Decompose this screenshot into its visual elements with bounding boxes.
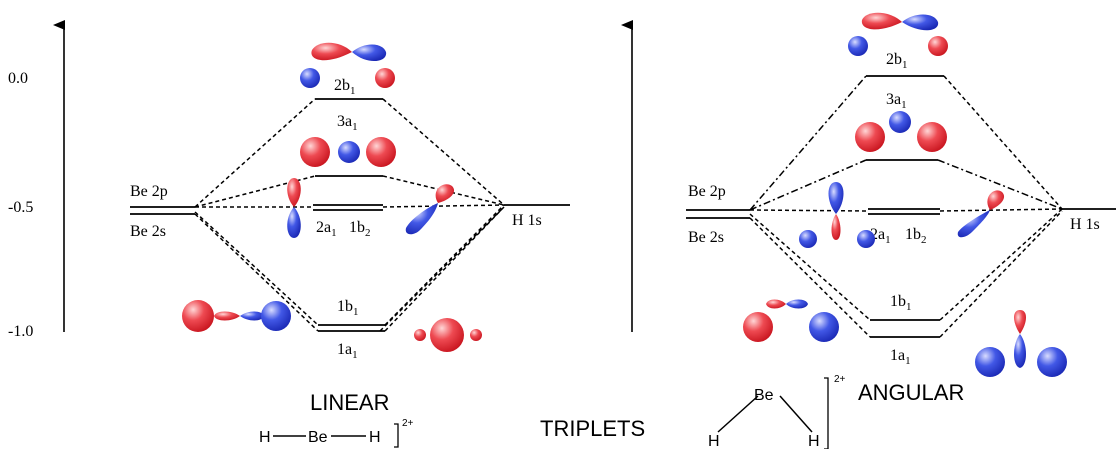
linear-mo-1b1-label: 1b1 (337, 298, 359, 318)
linear-be-p-orbital-icon (287, 178, 301, 238)
y-tick-label-2: -1.0 (8, 323, 33, 340)
angular-1b1-orbital-icon (743, 299, 839, 342)
angular-be-p-orbital-icon (828, 182, 844, 240)
linear-h-hybrid-orbital-icon (405, 184, 455, 235)
angular-h-right-orbital-icon (857, 230, 875, 248)
linear-2b1-orbital-icon (300, 42, 395, 88)
linear-h-1s-label: H 1s (512, 212, 542, 229)
angular-mo-3a1-label: 3a1 (886, 91, 907, 111)
angular-be-2s-label: Be 2s (688, 229, 724, 246)
linear-mo-2a1-label: 2a1 (316, 219, 337, 239)
linear-3a1-orbital-icon (300, 137, 396, 167)
angular-be-2p-label: Be 2p (688, 183, 726, 200)
angular-structure-h-right: H (808, 433, 820, 449)
linear-correlation-lines (194, 98, 505, 332)
y-tick-label-1: -0.5 (8, 199, 33, 216)
center-label-triplets: TRIPLETS (540, 416, 645, 441)
angular-structure-be: Be (754, 387, 774, 404)
angular-h-1s-label: H 1s (1070, 216, 1100, 233)
angular-h-left-orbital-icon (799, 230, 817, 248)
linear-structure-be: Be (308, 429, 328, 446)
linear-be-2p-label: Be 2p (130, 183, 168, 200)
linear-1b1-orbital-icon (182, 300, 291, 332)
energy-axis: 0.0 -0.5 -1.0 (8, 20, 633, 340)
angular-structure: Be H H 2+ (708, 374, 846, 449)
angular-1a1-orbital-icon (975, 310, 1067, 377)
angular-mo-1b1-label: 1b1 (890, 293, 912, 313)
angular-structure-charge: 2+ (834, 374, 846, 385)
linear-be-2s-label: Be 2s (130, 223, 166, 240)
y-tick-label-0: 0.0 (8, 70, 28, 87)
angular-h-hybrid-orbital-icon (957, 190, 1005, 238)
linear-1a1-orbital-icon (414, 318, 482, 352)
linear-diagram: Be 2p Be 2s H 1s 2b1 3a1 2a1 1 (130, 42, 570, 448)
angular-title: ANGULAR (858, 380, 964, 405)
angular-mo-1a1-label: 1a1 (890, 347, 911, 367)
linear-mo-3a1-label: 3a1 (337, 113, 358, 133)
angular-correlation-lines (749, 75, 1063, 338)
linear-structure-h-right: H (369, 429, 381, 446)
angular-2b1-orbital-icon (848, 12, 948, 56)
linear-structure-h-left: H (259, 429, 271, 446)
linear-mo-1a1-label: 1a1 (337, 341, 358, 361)
angular-3a1-orbital-icon (855, 111, 947, 152)
angular-mo-2b1-label: 2b1 (886, 51, 908, 71)
angular-diagram: Be 2p Be 2s H 1s 2b1 3a1 2a1 1b2 (686, 12, 1116, 449)
linear-mo-1b2-label: 1b2 (349, 219, 371, 239)
linear-structure-charge: 2+ (402, 418, 414, 429)
linear-structure: H Be H 2+ (259, 418, 414, 448)
angular-structure-h-left: H (708, 433, 720, 449)
linear-mo-2b1-label: 2b1 (334, 77, 356, 97)
angular-mo-1b2-label: 1b2 (905, 226, 927, 246)
linear-title: LINEAR (310, 390, 389, 415)
